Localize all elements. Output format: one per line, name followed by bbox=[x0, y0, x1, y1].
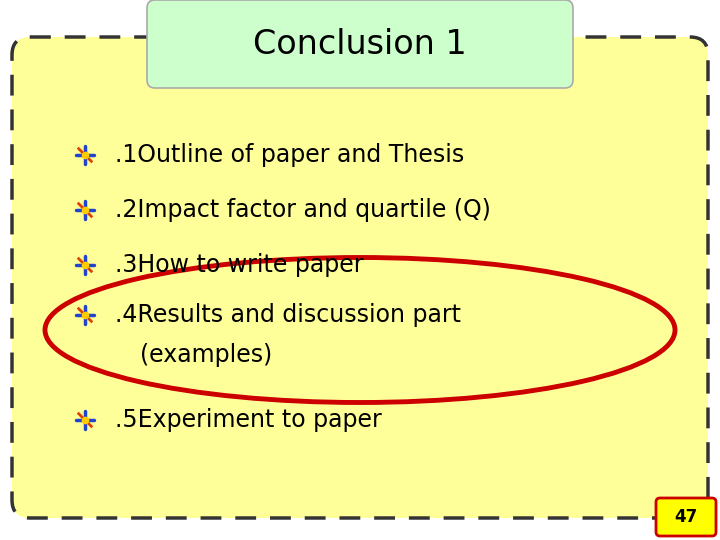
FancyBboxPatch shape bbox=[656, 498, 716, 536]
Text: Conclusion 1: Conclusion 1 bbox=[253, 28, 467, 60]
Text: .1Outline of paper and Thesis: .1Outline of paper and Thesis bbox=[115, 143, 464, 167]
Text: .3How to write paper: .3How to write paper bbox=[115, 253, 364, 277]
FancyBboxPatch shape bbox=[12, 37, 708, 518]
Text: 47: 47 bbox=[675, 508, 698, 526]
FancyBboxPatch shape bbox=[147, 0, 573, 88]
Text: .5Experiment to paper: .5Experiment to paper bbox=[115, 408, 382, 432]
Text: .2Impact factor and quartile (Q): .2Impact factor and quartile (Q) bbox=[115, 198, 491, 222]
Text: .4Results and discussion part: .4Results and discussion part bbox=[115, 303, 461, 327]
Text: (examples): (examples) bbox=[140, 343, 272, 367]
